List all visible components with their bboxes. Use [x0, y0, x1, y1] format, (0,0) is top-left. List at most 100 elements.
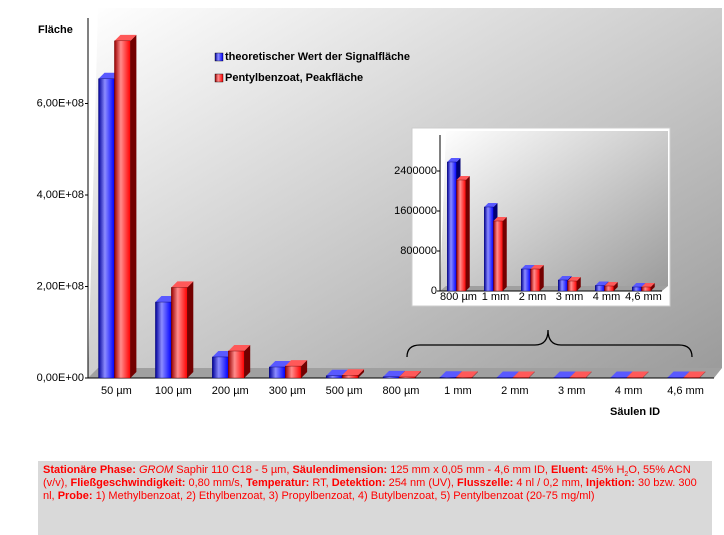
- bar: [484, 206, 494, 292]
- bar: [632, 286, 642, 292]
- caption-segment: 30 bzw. 300 nl,: [43, 477, 697, 502]
- y-tick-label: 6,00E+08: [37, 97, 84, 109]
- bar: [626, 377, 643, 379]
- bar-top: [399, 370, 421, 377]
- bar: [530, 268, 540, 292]
- bar-top: [641, 283, 655, 287]
- bar: [447, 161, 457, 292]
- bar-top: [493, 217, 507, 221]
- bar-top: [326, 369, 349, 376]
- x-axis-title: Säulen ID: [610, 406, 660, 418]
- bar: [610, 377, 627, 379]
- caption-segment: 1) Methylbenzoat, 2) Ethylbenzoat, 3) Pr…: [92, 490, 595, 502]
- bar: [604, 285, 614, 292]
- caption-segment: O, 55% ACN (v/v),: [43, 464, 691, 489]
- bar-top: [667, 371, 690, 378]
- caption-segment: Flusszelle:: [457, 477, 514, 489]
- bar-side: [539, 265, 544, 291]
- caption-segment: 2: [624, 471, 629, 479]
- bar-top: [269, 361, 292, 368]
- bar: [269, 366, 286, 379]
- y-tick-label: 0: [431, 285, 437, 297]
- legend-swatch: [214, 52, 224, 62]
- bar-side: [613, 282, 618, 291]
- x-tick-label: 2 mm: [501, 385, 529, 397]
- bar: [595, 285, 605, 292]
- x-tick-label: 2 mm: [519, 291, 547, 303]
- x-tick-label: 800 µm: [383, 385, 420, 397]
- bar: [114, 40, 131, 379]
- y-tick-label: 0,00E+00: [37, 372, 84, 384]
- bar: [496, 377, 514, 379]
- chart: Fläche Säulen ID 0,00E+00 2,00E+08 4,00E+0…: [37, 8, 722, 418]
- bar-top: [683, 371, 706, 378]
- bar: [455, 377, 473, 379]
- bar-side: [650, 283, 655, 291]
- caption-segment: 4 nl / 0,2 mm,: [513, 477, 587, 489]
- x-tick-label: 200 µm: [212, 385, 249, 397]
- bar: [284, 365, 302, 379]
- caption-segment: Temperatur:: [245, 477, 310, 489]
- brace: [406, 329, 693, 358]
- bar-side: [130, 34, 137, 378]
- bar: [98, 78, 115, 379]
- x-tick-label: 3 mm: [558, 385, 586, 397]
- bar: [641, 286, 651, 292]
- caption-segment: 254 nm (UV),: [385, 477, 458, 489]
- caption-segment: GROM: [138, 464, 174, 476]
- y-tick-label: 4,00E+08: [37, 189, 84, 201]
- caption: Stationäre Phase: GROM Saphir 110 C18 - …: [38, 461, 712, 535]
- bar: [553, 377, 570, 379]
- bar: [439, 377, 457, 379]
- bar-side: [414, 370, 421, 378]
- bar: [341, 375, 359, 379]
- bar-side: [699, 371, 706, 378]
- caption-segment: Stationäre Phase:: [43, 464, 136, 476]
- bar-top: [521, 265, 535, 269]
- bar-top: [595, 281, 609, 286]
- bar: [456, 179, 466, 292]
- bar-top: [342, 369, 365, 376]
- bar-side: [187, 281, 194, 378]
- bar: [558, 279, 568, 292]
- bar-side: [585, 371, 592, 378]
- caption-segment: Detektion:: [331, 477, 386, 489]
- x-tick-label: 800 µm: [440, 291, 477, 303]
- bar-top: [455, 371, 478, 378]
- bar-top: [496, 371, 519, 378]
- bar: [512, 377, 529, 379]
- bar-top: [228, 345, 251, 352]
- bar-top: [439, 371, 462, 378]
- bar: [228, 350, 245, 379]
- bar-side: [465, 176, 470, 291]
- y-tick-label: 2400000: [394, 165, 437, 177]
- bar: [212, 356, 229, 379]
- caption-segment: 125 mm x 0,05 mm - 4,6 mm ID,: [387, 464, 552, 476]
- bar-top: [383, 370, 405, 377]
- bar-side: [576, 277, 581, 291]
- bar-top: [512, 371, 535, 378]
- bar: [667, 377, 684, 379]
- x-tick-label: 300 µm: [269, 385, 306, 397]
- caption-segment: Fließgeschwindigkeit:: [70, 477, 186, 489]
- legend-swatch: [214, 73, 224, 83]
- x-tick-label: 4 mm: [593, 291, 621, 303]
- bar-top: [285, 360, 308, 367]
- y-tick-label: 1600000: [394, 205, 437, 217]
- x-tick-label: 1 mm: [444, 385, 472, 397]
- bar-side: [471, 371, 478, 378]
- caption-segment: Probe:: [57, 490, 93, 502]
- x-tick-label: 4,6 mm: [625, 291, 662, 303]
- bar: [521, 268, 531, 292]
- caption-segment: Eluent:: [551, 464, 589, 476]
- bar: [569, 377, 586, 379]
- bar: [567, 280, 577, 292]
- bar-top: [484, 203, 498, 207]
- bar-top: [632, 283, 646, 287]
- bar-top: [567, 277, 581, 281]
- bar-side: [642, 371, 649, 378]
- caption-segment: RT,: [309, 477, 332, 489]
- y-axis-title: Fläche: [38, 24, 73, 36]
- caption-segment: Säulendimension:: [292, 464, 388, 476]
